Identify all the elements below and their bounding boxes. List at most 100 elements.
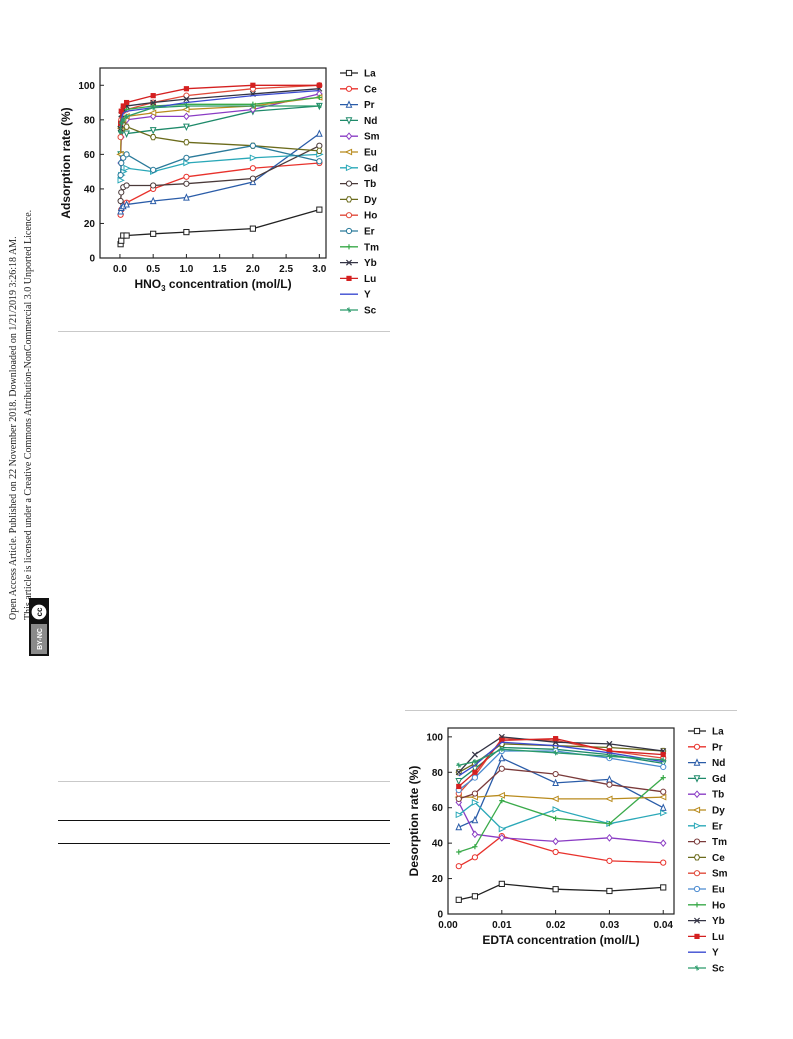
data-point bbox=[316, 147, 323, 155]
legend-label: Lu bbox=[712, 932, 724, 943]
data-point bbox=[123, 123, 130, 130]
series-line bbox=[458, 737, 664, 787]
series-line bbox=[458, 768, 664, 800]
data-point bbox=[660, 775, 666, 781]
x-tick-label: 0.01 bbox=[492, 920, 512, 931]
data-point bbox=[499, 737, 505, 743]
divider-right bbox=[405, 710, 737, 711]
data-point bbox=[120, 117, 126, 123]
legend-marker bbox=[693, 727, 701, 735]
data-point bbox=[471, 799, 480, 806]
series-line bbox=[458, 777, 664, 853]
y-tick-label: 40 bbox=[432, 839, 444, 850]
data-point bbox=[498, 880, 505, 887]
data-point bbox=[117, 197, 124, 205]
data-point bbox=[660, 788, 667, 795]
data-point bbox=[117, 207, 124, 215]
data-point bbox=[183, 173, 190, 180]
y-tick-label: 0 bbox=[437, 910, 443, 921]
data-point bbox=[150, 182, 157, 189]
legend-label: Sm bbox=[364, 132, 380, 143]
series-sm bbox=[455, 735, 667, 797]
by-nc-label: BY-NC bbox=[37, 628, 44, 650]
data-point bbox=[117, 133, 124, 141]
data-point bbox=[123, 99, 130, 106]
y-tick-label: 20 bbox=[84, 219, 96, 230]
series-pr bbox=[117, 129, 323, 215]
data-point bbox=[118, 129, 124, 135]
data-point bbox=[606, 833, 613, 842]
data-point bbox=[183, 154, 190, 161]
data-point bbox=[183, 92, 190, 99]
data-point bbox=[472, 769, 478, 775]
data-point bbox=[606, 857, 613, 864]
series-er bbox=[117, 142, 323, 179]
legend-marker bbox=[346, 307, 352, 313]
data-point bbox=[249, 225, 256, 232]
data-point bbox=[149, 196, 157, 205]
legend: La Ce Pr Nd Sm Eu Gd Tb Dy Ho Er Tm Yb Lu Y Sc bbox=[340, 69, 380, 317]
series-line bbox=[458, 748, 664, 766]
legend-label: Sm bbox=[712, 869, 728, 880]
data-point bbox=[606, 740, 613, 747]
data-point bbox=[659, 803, 667, 811]
legend-marker bbox=[694, 933, 700, 939]
legend-marker bbox=[693, 885, 701, 893]
legend-marker bbox=[345, 117, 353, 125]
data-point bbox=[498, 753, 506, 762]
data-point bbox=[316, 158, 323, 165]
series-line bbox=[458, 801, 664, 830]
y-tick-label: 80 bbox=[84, 115, 96, 126]
data-point bbox=[123, 113, 130, 119]
legend-marker bbox=[346, 244, 352, 250]
data-point bbox=[552, 778, 559, 787]
cc-by-nc-badge[interactable]: cc BY-NC bbox=[18, 598, 60, 656]
data-point bbox=[183, 112, 190, 121]
legend-marker bbox=[345, 69, 353, 77]
legend-marker bbox=[345, 164, 354, 172]
series-lu bbox=[456, 736, 666, 790]
legend-label: Lu bbox=[364, 274, 376, 285]
data-point bbox=[183, 193, 190, 201]
license-notice[interactable]: This article is licensed under a Creativ… bbox=[23, 209, 34, 620]
y-tick-label: 100 bbox=[426, 732, 443, 743]
data-point bbox=[249, 177, 257, 186]
adsorption-chart: 0 20 40 60 80 100 0.0 0.5 1.0 1.5 2.0 2.5 3.0 HNO3 co… bbox=[59, 67, 380, 317]
data-point bbox=[250, 103, 256, 109]
legend-label: Dy bbox=[712, 806, 725, 817]
data-point bbox=[455, 811, 464, 819]
series-ho bbox=[456, 775, 666, 855]
x-tick-label: 1.0 bbox=[179, 264, 193, 275]
legend-marker bbox=[345, 259, 353, 266]
legend-marker bbox=[345, 100, 353, 108]
data-point bbox=[606, 781, 613, 788]
legend-label: Y bbox=[364, 290, 371, 301]
y-tick-label: 80 bbox=[432, 768, 444, 779]
data-point bbox=[316, 94, 322, 100]
legend-label: Er bbox=[712, 821, 723, 832]
legend-marker bbox=[345, 132, 353, 141]
data-point bbox=[471, 790, 479, 797]
legend-marker bbox=[693, 917, 701, 924]
legend-label: Sc bbox=[364, 306, 377, 317]
series-tb bbox=[117, 142, 323, 205]
plot-frame bbox=[99, 67, 327, 259]
data-point bbox=[606, 887, 613, 895]
data-point bbox=[471, 893, 479, 900]
series-ce bbox=[117, 159, 323, 218]
data-point bbox=[456, 783, 462, 790]
legend-label: Nd bbox=[364, 116, 377, 127]
data-point bbox=[471, 774, 479, 781]
data-point bbox=[660, 751, 666, 758]
data-point bbox=[249, 154, 258, 162]
data-point bbox=[117, 176, 125, 184]
data-point bbox=[150, 230, 157, 237]
series-la bbox=[455, 880, 667, 903]
legend-label: Gd bbox=[364, 163, 378, 174]
legend-marker bbox=[693, 743, 701, 750]
data-point bbox=[498, 833, 506, 842]
data-point bbox=[552, 886, 559, 893]
legend-label: Ho bbox=[364, 211, 377, 222]
data-point bbox=[553, 750, 559, 756]
data-point bbox=[249, 175, 256, 182]
